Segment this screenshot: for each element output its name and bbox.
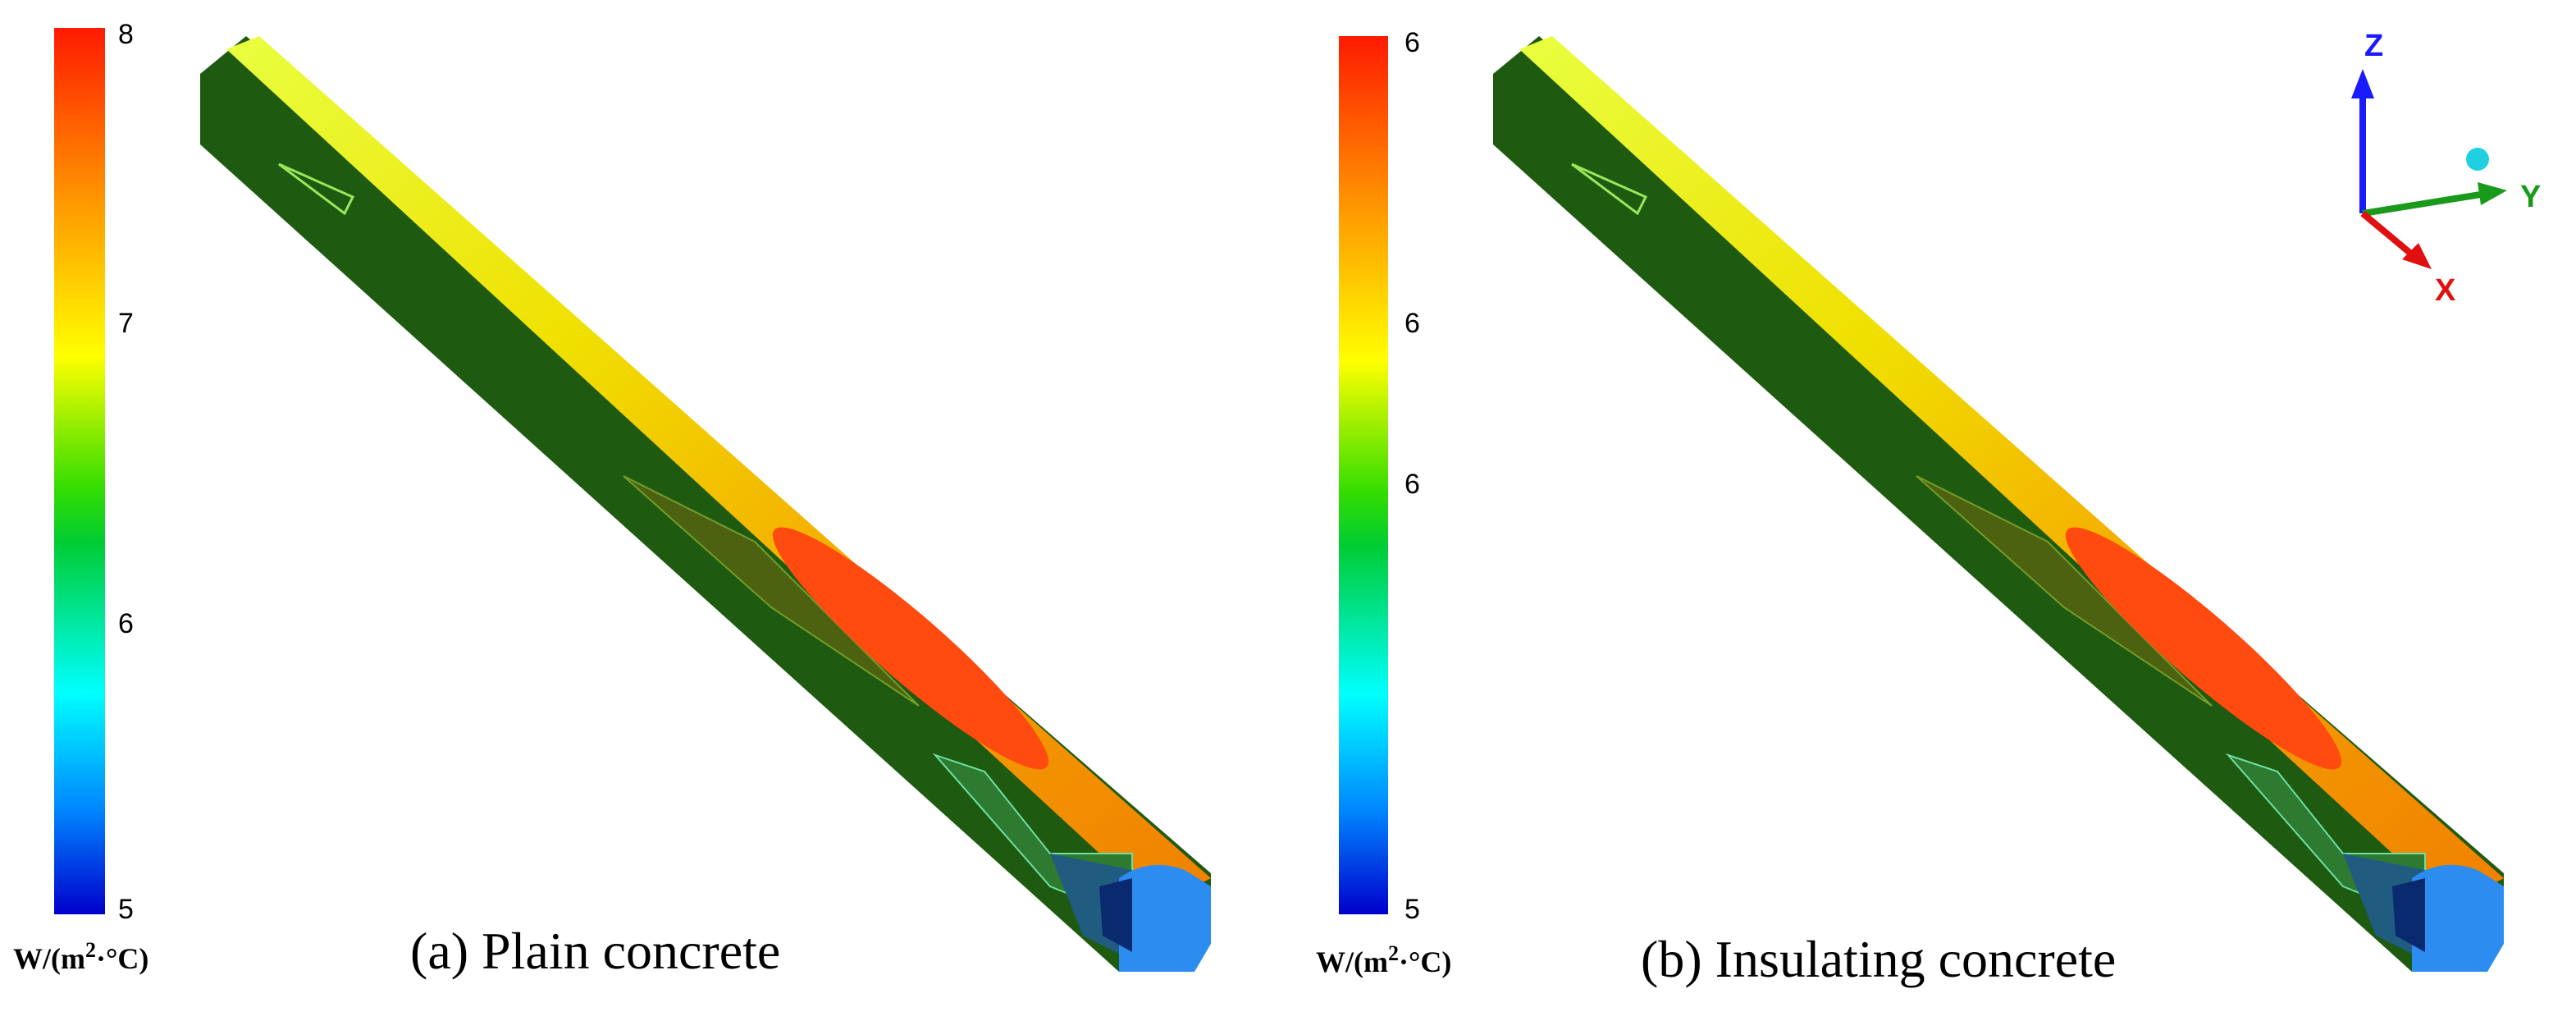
panel-a: 8 7 6 5 W/(m2·°C) (a) Plain concrete	[13, 19, 1213, 980]
colorbar-tick: 5	[1404, 894, 1420, 925]
y-axis	[2362, 190, 2487, 217]
unit-part: ·°C)	[96, 942, 148, 975]
unit-sup: 2	[1388, 941, 1399, 965]
colorbar-tick: 5	[118, 894, 134, 925]
caption: (b) Insulating concrete	[1641, 930, 2116, 988]
tube	[1491, 34, 2505, 973]
axis-label: Z	[2364, 29, 2383, 63]
unit-part: ·°C)	[1399, 945, 1451, 978]
colorbar-tick: 8	[118, 19, 134, 50]
colorbar-tick: 6	[1404, 469, 1420, 500]
unit-label: W/(m2·°C)	[13, 938, 148, 975]
colorbar-tick: 6	[1404, 308, 1420, 339]
axis-label: X	[2435, 273, 2456, 308]
x-arrow	[2402, 243, 2432, 269]
colorbar	[54, 28, 105, 914]
unit-part: W/(m	[13, 942, 85, 975]
x-axis	[2360, 210, 2414, 258]
tube	[199, 34, 1213, 973]
unit-sup: 2	[85, 938, 96, 962]
colorbar-tick: 6	[1404, 27, 1420, 58]
panel-b: 6 6 6 5 W/(m2·°C) (b) Insulating concret…	[1316, 27, 2505, 988]
unit-part: W/(m	[1316, 945, 1388, 978]
y-arrow	[2478, 182, 2507, 205]
axes-triad: Z Y X	[2351, 29, 2541, 308]
caption: (a) Plain concrete	[410, 922, 780, 980]
unit-label: W/(m2·°C)	[1316, 941, 1451, 978]
view-sphere	[2466, 148, 2489, 171]
colorbar	[1339, 36, 1388, 914]
z-arrow	[2351, 69, 2374, 98]
colorbar-tick: 7	[118, 308, 134, 339]
colorbar-tick: 6	[118, 608, 134, 639]
axis-label: Y	[2520, 180, 2541, 214]
